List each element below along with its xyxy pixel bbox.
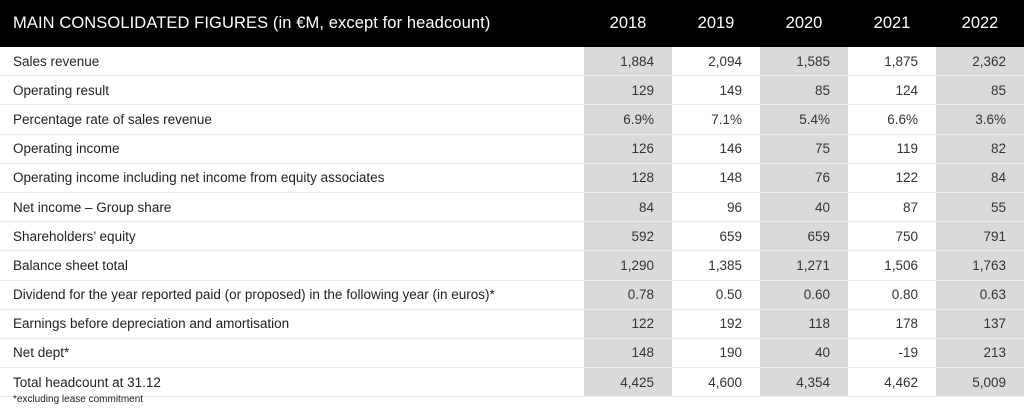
value-cell: 4,425 (584, 367, 672, 398)
value-cell: 2,362 (936, 47, 1024, 77)
value-cell: 0.78 (584, 280, 672, 310)
value-cell: 1,506 (848, 250, 936, 281)
row-label: Total headcount at 31.12 (0, 367, 584, 398)
table-title: MAIN CONSOLIDATED FIGURES (in €M, except… (0, 0, 584, 47)
value-cell: 84 (584, 192, 672, 223)
row-label: Percentage rate of sales revenue (0, 104, 584, 135)
table-header-row: MAIN CONSOLIDATED FIGURES (in €M, except… (0, 0, 1024, 47)
value-cell: -19 (848, 338, 936, 369)
row-label: Operating income including net income fr… (0, 163, 584, 193)
value-cell: 178 (848, 309, 936, 339)
value-cell: 84 (936, 163, 1024, 193)
value-cell: 128 (584, 163, 672, 193)
value-cell: 1,271 (760, 250, 848, 281)
value-cell: 0.50 (672, 280, 760, 310)
table-row: Total headcount at 31.12 4,425 4,600 4,354 4… (0, 367, 1024, 398)
table-row: Shareholders’ equity 592 659 659 750 791 (0, 221, 1024, 252)
value-cell: 659 (760, 221, 848, 252)
value-cell: 4,600 (672, 367, 760, 398)
value-cell: 85 (760, 75, 848, 106)
value-cell: 129 (584, 75, 672, 106)
value-cell: 3.6% (936, 104, 1024, 135)
value-cell: 75 (760, 134, 848, 164)
row-label: Earnings before depreciation and amortis… (0, 309, 584, 339)
value-cell: 213 (936, 338, 1024, 369)
table-row: Sales revenue 1,884 2,094 1,585 1,875 2,362 (0, 47, 1024, 77)
row-label: Operating income (0, 134, 584, 164)
table-row: Operating result 129 149 85 124 85 (0, 75, 1024, 106)
value-cell: 5,009 (936, 367, 1024, 398)
table-body: Sales revenue 1,884 2,094 1,585 1,875 2,362 Op… (0, 47, 1024, 398)
value-cell: 126 (584, 134, 672, 164)
value-cell: 85 (936, 75, 1024, 106)
value-cell: 1,875 (848, 47, 936, 77)
value-cell: 76 (760, 163, 848, 193)
year-header: 2021 (848, 0, 936, 47)
year-header: 2018 (584, 0, 672, 47)
year-header: 2019 (672, 0, 760, 47)
value-cell: 6.6% (848, 104, 936, 135)
value-cell: 40 (760, 192, 848, 223)
value-cell: 87 (848, 192, 936, 223)
value-cell: 1,290 (584, 250, 672, 281)
table-row: Operating income including net income fr… (0, 163, 1024, 193)
value-cell: 148 (672, 163, 760, 193)
value-cell: 192 (672, 309, 760, 339)
footnote: *excluding lease commitment (13, 394, 144, 405)
value-cell: 124 (848, 75, 936, 106)
value-cell: 7.1% (672, 104, 760, 135)
year-header: 2020 (760, 0, 848, 47)
table-row: Net income – Group share 84 96 40 87 55 (0, 192, 1024, 223)
table-row: Dividend for the year reported paid (or … (0, 280, 1024, 310)
value-cell: 1,385 (672, 250, 760, 281)
value-cell: 2,094 (672, 47, 760, 77)
value-cell: 1,585 (760, 47, 848, 77)
value-cell: 4,462 (848, 367, 936, 398)
year-header: 2022 (936, 0, 1024, 47)
value-cell: 122 (584, 309, 672, 339)
row-label: Net dept* (0, 338, 584, 369)
row-label: Dividend for the year reported paid (or … (0, 280, 584, 310)
row-label: Sales revenue (0, 47, 584, 77)
value-cell: 5.4% (760, 104, 848, 135)
value-cell: 137 (936, 309, 1024, 339)
value-cell: 119 (848, 134, 936, 164)
value-cell: 190 (672, 338, 760, 369)
table-row: Earnings before depreciation and amortis… (0, 309, 1024, 339)
value-cell: 122 (848, 163, 936, 193)
value-cell: 82 (936, 134, 1024, 164)
value-cell: 40 (760, 338, 848, 369)
value-cell: 55 (936, 192, 1024, 223)
table-row: Percentage rate of sales revenue 6.9% 7.1%… (0, 104, 1024, 135)
table-row: Balance sheet total 1,290 1,385 1,271 1,506 1… (0, 250, 1024, 281)
value-cell: 1,884 (584, 47, 672, 77)
value-cell: 1,763 (936, 250, 1024, 281)
value-cell: 659 (672, 221, 760, 252)
value-cell: 149 (672, 75, 760, 106)
row-label: Shareholders’ equity (0, 221, 584, 252)
table-row: Net dept* 148 190 40 -19 213 (0, 338, 1024, 369)
value-cell: 0.80 (848, 280, 936, 310)
row-label: Net income – Group share (0, 192, 584, 223)
value-cell: 750 (848, 221, 936, 252)
value-cell: 118 (760, 309, 848, 339)
consolidated-figures-table: MAIN CONSOLIDATED FIGURES (in €M, except… (0, 0, 1024, 398)
row-label: Operating result (0, 75, 584, 106)
value-cell: 96 (672, 192, 760, 223)
value-cell: 6.9% (584, 104, 672, 135)
value-cell: 0.60 (760, 280, 848, 310)
value-cell: 0.63 (936, 280, 1024, 310)
value-cell: 592 (584, 221, 672, 252)
value-cell: 4,354 (760, 367, 848, 398)
value-cell: 791 (936, 221, 1024, 252)
value-cell: 146 (672, 134, 760, 164)
row-label: Balance sheet total (0, 250, 584, 281)
value-cell: 148 (584, 338, 672, 369)
table-row: Operating income 126 146 75 119 82 (0, 134, 1024, 164)
